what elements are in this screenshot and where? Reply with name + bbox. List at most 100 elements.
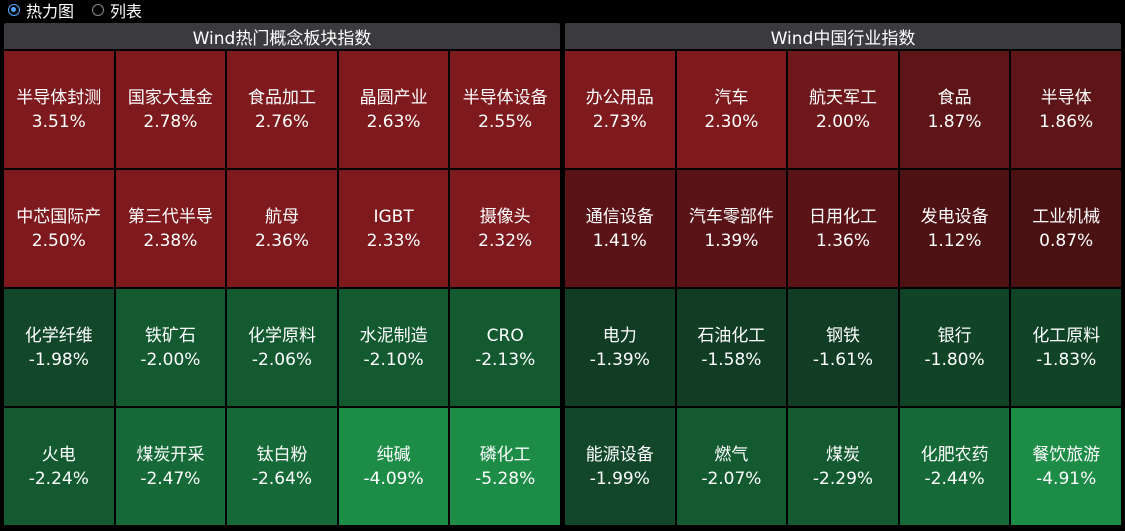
heatmap-cell[interactable]: 半导体 1.86%	[1011, 51, 1121, 168]
change-percent: 2.36%	[254, 230, 309, 251]
sector-name: 汽车	[714, 87, 749, 108]
panel-title: Wind热门概念板块指数	[4, 23, 560, 49]
change-percent: 2.38%	[143, 230, 198, 251]
heatmap-cell[interactable]: 办公用品 2.73%	[565, 51, 675, 168]
heatmap-cell[interactable]: IGBT 2.33%	[338, 170, 449, 287]
heatmap-cell[interactable]: 日用化工 1.36%	[788, 170, 898, 287]
radio-unselected-icon[interactable]	[92, 4, 105, 16]
heatmap-cell[interactable]: 石油化工 -1.58%	[676, 289, 787, 406]
change-percent: 1.36%	[815, 230, 870, 251]
panel-title: Wind中国行业指数	[565, 23, 1121, 49]
heatmap-cell[interactable]: 半导体设备 2.55%	[450, 51, 560, 168]
heatmap-cell[interactable]: 晶圆产业 2.63%	[338, 51, 449, 168]
heatmap-cell[interactable]: 汽车零部件 1.39%	[676, 170, 787, 287]
change-percent: 0.87%	[1039, 230, 1094, 251]
change-percent: -2.00%	[140, 349, 201, 370]
sector-name: IGBT	[373, 206, 414, 227]
change-percent: -2.44%	[924, 468, 985, 489]
change-percent: 1.12%	[927, 230, 982, 251]
sector-name: 燃气	[714, 444, 749, 465]
heatmap-cell[interactable]: 燃气 -2.07%	[676, 408, 787, 525]
sector-name: 汽车零部件	[688, 206, 774, 227]
change-percent: -2.47%	[140, 468, 201, 489]
sector-name: 餐饮旅游	[1032, 444, 1101, 465]
heatmap-cell[interactable]: 电力 -1.39%	[565, 289, 675, 406]
heatmap-cell[interactable]: 煤炭 -2.29%	[788, 408, 898, 525]
concept-index-panel: Wind热门概念板块指数 半导体封测 3.51% 国家大基金 2.78% 食品加工 2.7…	[4, 23, 560, 525]
sector-name: 煤炭开采	[136, 444, 205, 465]
heatmap-cell[interactable]: 食品加工 2.76%	[227, 51, 337, 168]
view-option-list[interactable]: 列表	[92, 0, 142, 22]
sector-name: 钢铁	[825, 325, 860, 346]
heatmap-cell[interactable]: 工业机械 0.87%	[1011, 170, 1121, 287]
heatmap-cell[interactable]: 煤炭开采 -2.47%	[115, 408, 226, 525]
heatmap-cell[interactable]: 食品 1.87%	[899, 51, 1010, 168]
change-percent: 2.30%	[704, 111, 759, 132]
industry-index-panel: Wind中国行业指数 办公用品 2.73% 汽车 2.30% 航天军工 2.00% 食品 1.…	[565, 23, 1121, 525]
heatmap-cell[interactable]: 火电 -2.24%	[4, 408, 114, 525]
heatmap-cell[interactable]: 钛白粉 -2.64%	[227, 408, 337, 525]
change-percent: -4.91%	[1036, 468, 1097, 489]
heatmap-cell[interactable]: 发电设备 1.12%	[899, 170, 1010, 287]
sector-name: 火电	[41, 444, 76, 465]
heatmap-cell[interactable]: 化工原料 -1.83%	[1011, 289, 1121, 406]
change-percent: -1.99%	[589, 468, 650, 489]
change-percent: -2.07%	[701, 468, 762, 489]
sector-name: 发电设备	[920, 206, 989, 227]
heatmap-cell[interactable]: 第三代半导 2.38%	[115, 170, 226, 287]
change-percent: -1.58%	[701, 349, 762, 370]
heatmap-cell[interactable]: 半导体封测 3.51%	[4, 51, 114, 168]
change-percent: 1.86%	[1039, 111, 1094, 132]
sector-name: 钛白粉	[256, 444, 308, 465]
heatmap-cell[interactable]: 化肥农药 -2.44%	[899, 408, 1010, 525]
heatmap-cell[interactable]: 纯碱 -4.09%	[338, 408, 449, 525]
heatmap-cell[interactable]: 国家大基金 2.78%	[115, 51, 226, 168]
heatmap-cell[interactable]: 铁矿石 -2.00%	[115, 289, 226, 406]
change-percent: 1.87%	[927, 111, 982, 132]
heatmap-cell[interactable]: 通信设备 1.41%	[565, 170, 675, 287]
change-percent: -1.98%	[28, 349, 89, 370]
view-option-heatmap[interactable]: 热力图	[8, 0, 74, 22]
heatmap-cell[interactable]: 摄像头 2.32%	[450, 170, 560, 287]
sector-name: 磷化工	[479, 444, 531, 465]
sector-name: 化肥农药	[920, 444, 989, 465]
sector-name: 石油化工	[697, 325, 766, 346]
heatmap-cell[interactable]: CRO -2.13%	[450, 289, 560, 406]
heatmap-cell[interactable]: 能源设备 -1.99%	[565, 408, 675, 525]
heatmap-cell[interactable]: 餐饮旅游 -4.91%	[1011, 408, 1121, 525]
change-percent: 2.63%	[366, 111, 421, 132]
sector-name: 半导体封测	[16, 87, 102, 108]
sector-name: 水泥制造	[359, 325, 428, 346]
radio-selected-icon[interactable]	[8, 4, 20, 16]
sector-name: 第三代半导	[127, 206, 213, 227]
change-percent: -1.39%	[589, 349, 650, 370]
heatmap-cell[interactable]: 银行 -1.80%	[899, 289, 1010, 406]
sector-name: 航天军工	[808, 87, 877, 108]
heatmap-cell[interactable]: 航天军工 2.00%	[788, 51, 898, 168]
heatmap-cell[interactable]: 化学纤维 -1.98%	[4, 289, 114, 406]
heatmap-cell[interactable]: 钢铁 -1.61%	[788, 289, 898, 406]
sector-name: 日用化工	[808, 206, 877, 227]
heatmap-cell[interactable]: 化学原料 -2.06%	[227, 289, 337, 406]
heatmap-grid: 办公用品 2.73% 汽车 2.30% 航天军工 2.00% 食品 1.87% 半导体 1.86%…	[565, 51, 1121, 525]
change-percent: 2.50%	[31, 230, 86, 251]
sector-name: 食品	[937, 87, 972, 108]
heatmap-cell[interactable]: 中芯国际产 2.50%	[4, 170, 114, 287]
sector-name: 通信设备	[585, 206, 654, 227]
change-percent: -2.13%	[475, 349, 536, 370]
heatmap-cell[interactable]: 水泥制造 -2.10%	[338, 289, 449, 406]
heatmap-cell[interactable]: 航母 2.36%	[227, 170, 337, 287]
sector-name: 工业机械	[1032, 206, 1101, 227]
sector-name: 化学原料	[247, 325, 316, 346]
change-percent: -2.10%	[363, 349, 424, 370]
heatmap-cell[interactable]: 汽车 2.30%	[676, 51, 787, 168]
change-percent: -2.06%	[251, 349, 313, 370]
change-percent: 2.76%	[254, 111, 309, 132]
sector-name: 电力	[602, 325, 637, 346]
sector-name: 能源设备	[585, 444, 654, 465]
sector-name: 化工原料	[1032, 325, 1101, 346]
heatmap-grid: 半导体封测 3.51% 国家大基金 2.78% 食品加工 2.76% 晶圆产业 2.63% 半导…	[4, 51, 560, 525]
heatmap-cell[interactable]: 磷化工 -5.28%	[450, 408, 560, 525]
change-percent: -1.83%	[1036, 349, 1097, 370]
change-percent: -2.29%	[812, 468, 874, 489]
